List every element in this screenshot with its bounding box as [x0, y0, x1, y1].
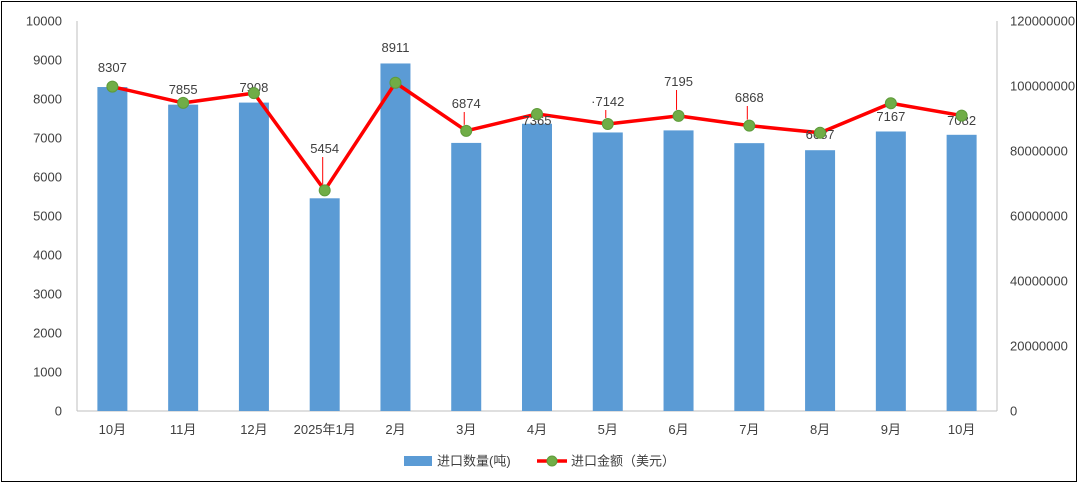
- y-left-tick-label: 10000: [26, 14, 62, 29]
- bar-data-label: 6874: [452, 96, 481, 111]
- x-tick-label: 4月: [527, 422, 547, 437]
- line-marker: [955, 109, 968, 122]
- legend-swatch-bar: [404, 456, 432, 466]
- bar: [238, 102, 269, 411]
- y-left-tick-label: 8000: [33, 92, 62, 107]
- line-marker: [814, 126, 827, 139]
- y-left-tick-label: 6000: [33, 170, 62, 185]
- x-tick-label: 11月: [170, 422, 197, 437]
- legend-label-bar: 进口数量(吨): [437, 454, 511, 469]
- x-tick-label: 10月: [948, 422, 975, 437]
- y-left-tick-label: 4000: [33, 248, 62, 263]
- bar: [380, 63, 411, 411]
- x-tick-label: 5月: [598, 422, 618, 437]
- x-tick-label: 3月: [456, 422, 476, 437]
- line-marker: [177, 96, 190, 109]
- y-right-tick-label: 120000000: [1010, 14, 1075, 29]
- bar: [875, 131, 906, 411]
- bar: [734, 143, 765, 411]
- legend-swatch-marker: [546, 455, 558, 467]
- y-right-tick-label: 40000000: [1010, 274, 1068, 289]
- line-marker: [601, 118, 614, 131]
- y-right-tick-label: 60000000: [1010, 209, 1068, 224]
- x-tick-label: 9月: [881, 422, 901, 437]
- x-tick-label: 6月: [668, 422, 688, 437]
- bar: [97, 87, 128, 411]
- y-right-tick-label: 80000000: [1010, 144, 1068, 159]
- y-left-tick-label: 9000: [33, 53, 62, 68]
- bar-data-label: 8911: [381, 40, 409, 55]
- bar: [451, 142, 482, 411]
- y-left-tick-label: 2000: [33, 326, 62, 341]
- x-tick-label: 8月: [810, 422, 830, 437]
- bar: [309, 198, 340, 411]
- legend-label-line: 进口金额（美元）: [571, 454, 675, 469]
- line-marker: [318, 184, 331, 197]
- y-left-tick-label: 7000: [33, 131, 62, 146]
- y-right-tick-label: 20000000: [1010, 339, 1068, 354]
- bar-data-label: 7167: [876, 109, 905, 124]
- line-marker: [743, 119, 756, 132]
- bar-data-label: 7365: [523, 113, 552, 128]
- bar-data-label: 5454: [310, 141, 339, 156]
- line-marker: [460, 124, 473, 137]
- bar-data-label: 6868: [735, 90, 764, 105]
- bar: [168, 104, 199, 411]
- y-left-tick-label: 1000: [33, 365, 62, 380]
- y-left-tick-label: 3000: [33, 287, 62, 302]
- x-tick-label: 2月: [385, 422, 405, 437]
- line-marker: [531, 107, 543, 120]
- line-marker: [389, 76, 402, 89]
- y-right-tick-label: 100000000: [1010, 79, 1075, 94]
- bar: [592, 132, 623, 411]
- bar-data-label: 7195: [664, 74, 693, 89]
- x-tick-label: 12月: [240, 422, 267, 437]
- bar-data-label: ·7142: [591, 94, 624, 109]
- x-tick-label: 2025年1月: [294, 422, 356, 437]
- line-marker: [247, 87, 260, 100]
- bar: [946, 134, 977, 411]
- y-right-tick-label: 0: [1010, 404, 1017, 419]
- bar: [805, 150, 836, 411]
- bar-data-label: 8307: [98, 60, 127, 75]
- x-tick-label: 7月: [739, 422, 759, 437]
- x-tick-label: 10月: [99, 422, 126, 437]
- y-left-tick-label: 5000: [33, 209, 62, 224]
- line-marker: [884, 97, 897, 110]
- bar: [522, 123, 552, 411]
- y-left-tick-label: 0: [55, 404, 62, 419]
- bar-data-label: 7855: [169, 82, 198, 97]
- line-marker: [672, 109, 685, 122]
- bar: [663, 130, 694, 411]
- line-marker: [106, 80, 119, 93]
